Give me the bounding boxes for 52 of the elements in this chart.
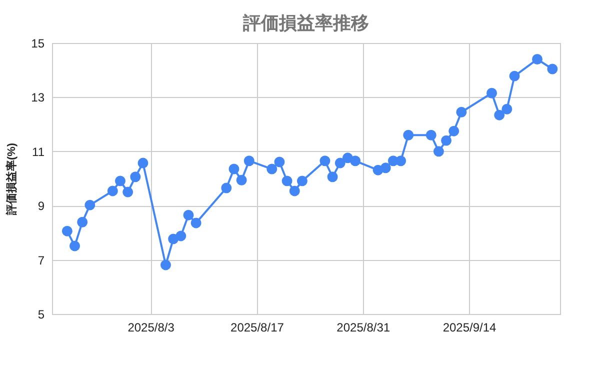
point bbox=[448, 126, 460, 136]
point bbox=[114, 176, 126, 186]
point bbox=[84, 200, 96, 210]
point bbox=[433, 146, 444, 157]
point bbox=[183, 210, 194, 220]
point bbox=[77, 216, 88, 228]
point bbox=[282, 176, 292, 186]
point bbox=[502, 104, 512, 114]
point bbox=[486, 88, 498, 98]
point bbox=[176, 230, 186, 242]
point bbox=[509, 70, 520, 82]
point bbox=[456, 106, 467, 118]
point bbox=[138, 158, 148, 168]
y-tick-label: 9 bbox=[38, 199, 45, 214]
point bbox=[380, 162, 391, 174]
point bbox=[221, 182, 232, 194]
point bbox=[289, 186, 300, 196]
point bbox=[320, 156, 330, 166]
point bbox=[334, 158, 346, 168]
y-tick-label: 11 bbox=[32, 144, 45, 159]
point bbox=[327, 172, 338, 182]
point bbox=[396, 156, 406, 166]
x-tick-label: 2025/8/17 bbox=[230, 320, 284, 334]
point bbox=[190, 218, 202, 228]
point bbox=[244, 156, 254, 166]
point bbox=[532, 54, 542, 64]
point bbox=[70, 240, 80, 252]
x-tick-label: 2025/8/3 bbox=[128, 320, 175, 334]
point bbox=[494, 110, 505, 120]
point bbox=[122, 186, 134, 198]
point bbox=[441, 135, 452, 146]
y-tick-label: 15 bbox=[31, 36, 45, 50]
chart-title: 評価損益率推移 bbox=[242, 13, 369, 33]
point bbox=[350, 156, 361, 166]
point bbox=[228, 164, 240, 174]
point bbox=[426, 130, 436, 140]
point bbox=[62, 226, 72, 236]
x-tick-label: 2025/9/14 bbox=[442, 320, 497, 334]
x-tick-label: 2025/8/31 bbox=[336, 320, 390, 334]
point bbox=[236, 174, 247, 186]
point bbox=[160, 260, 171, 270]
point bbox=[403, 130, 414, 140]
point bbox=[274, 156, 285, 168]
y-tick-label: 5 bbox=[38, 308, 45, 322]
point bbox=[266, 164, 278, 174]
point bbox=[547, 64, 558, 74]
point bbox=[107, 186, 118, 196]
point bbox=[296, 176, 308, 186]
point bbox=[130, 172, 141, 182]
y-axis-title: 評価損益率(%) bbox=[5, 142, 18, 216]
y-tick-label: 13 bbox=[31, 90, 45, 105]
y-tick-label: 7 bbox=[38, 253, 45, 268]
